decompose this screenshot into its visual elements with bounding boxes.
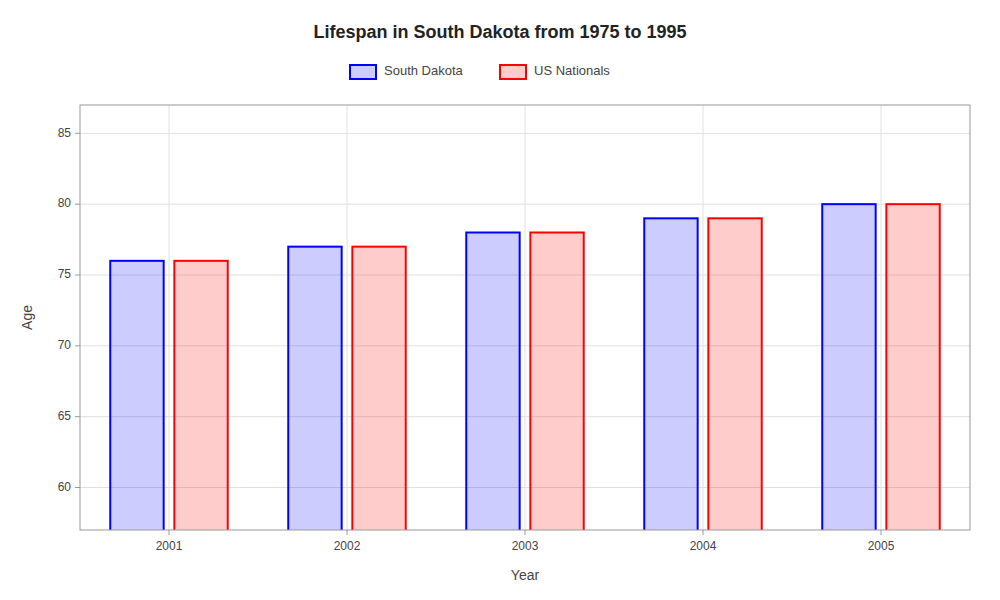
y-tick bbox=[75, 416, 80, 417]
chart-svg: 60 65 70 75 80 85 2001 2002 2003 2004 2005 Year Age L… bbox=[0, 0, 1000, 600]
legend-swatch bbox=[500, 65, 526, 79]
x-grid-line bbox=[881, 105, 882, 530]
x-tick-label: 2003 bbox=[512, 539, 539, 553]
bar bbox=[644, 218, 697, 530]
x-tick bbox=[881, 530, 882, 535]
y-tick-label: 80 bbox=[58, 196, 72, 210]
y-tick bbox=[75, 345, 80, 346]
x-grid-line bbox=[347, 105, 348, 530]
x-grid-line bbox=[525, 105, 526, 530]
y-tick bbox=[75, 487, 80, 488]
legend: South Dakota US Nationals bbox=[350, 63, 610, 79]
legend-label: US Nationals bbox=[534, 63, 610, 78]
y-tick-label: 70 bbox=[58, 338, 72, 352]
chart-title: Lifespan in South Dakota from 1975 to 19… bbox=[313, 22, 686, 42]
x-grid-line bbox=[703, 105, 704, 530]
x-grid-line bbox=[169, 105, 170, 530]
x-axis-label: Year bbox=[511, 567, 540, 583]
legend-label: South Dakota bbox=[384, 63, 464, 78]
x-tick-label: 2005 bbox=[868, 539, 895, 553]
y-tick-label: 75 bbox=[58, 267, 72, 281]
bar bbox=[530, 233, 583, 531]
bar bbox=[352, 247, 405, 530]
axes: 60 65 70 75 80 85 2001 2002 2003 2004 2005 bbox=[58, 126, 895, 553]
bar bbox=[110, 261, 163, 530]
legend-swatch bbox=[350, 65, 376, 79]
x-tick bbox=[347, 530, 348, 535]
bar bbox=[886, 204, 939, 530]
x-tick bbox=[525, 530, 526, 535]
y-tick-label: 60 bbox=[58, 480, 72, 494]
y-tick bbox=[75, 204, 80, 205]
x-tick-label: 2002 bbox=[334, 539, 361, 553]
y-tick bbox=[75, 133, 80, 134]
plot-frame bbox=[80, 105, 970, 530]
y-tick-label: 85 bbox=[58, 126, 72, 140]
y-tick-label: 65 bbox=[58, 409, 72, 423]
bar bbox=[288, 247, 341, 530]
bars bbox=[110, 204, 939, 530]
bar bbox=[174, 261, 227, 530]
x-tick bbox=[169, 530, 170, 535]
bar bbox=[466, 233, 519, 531]
chart-container: 60 65 70 75 80 85 2001 2002 2003 2004 2005 Year Age L… bbox=[0, 0, 1000, 600]
x-tick-label: 2004 bbox=[690, 539, 717, 553]
x-tick-label: 2001 bbox=[156, 539, 183, 553]
y-tick bbox=[75, 275, 80, 276]
bar bbox=[708, 218, 761, 530]
x-tick bbox=[703, 530, 704, 535]
bar bbox=[822, 204, 875, 530]
y-axis-label: Age bbox=[19, 305, 35, 330]
